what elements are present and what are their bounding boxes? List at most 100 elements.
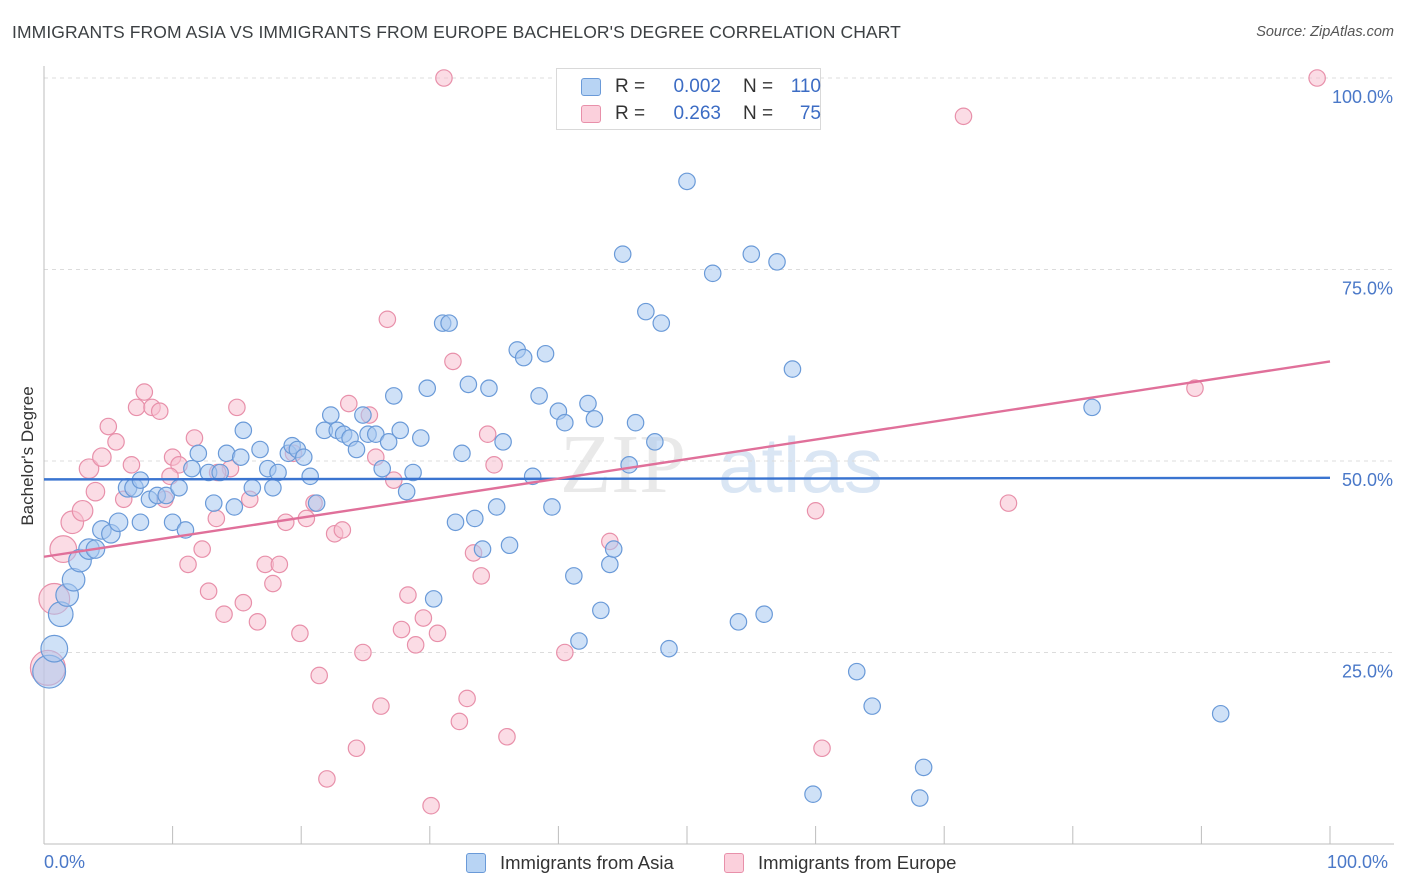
europe-point: [248, 613, 267, 631]
y-tick-label: 50.0%: [1342, 470, 1393, 490]
asia-point: [231, 448, 250, 466]
asia-point: [163, 513, 182, 532]
asia-point: [703, 264, 722, 283]
europe-point: [392, 620, 411, 639]
asia-trend-line: [43, 476, 1331, 481]
europe-point: [378, 310, 397, 329]
asia-point: [391, 421, 410, 440]
asia-point: [646, 433, 664, 451]
europe-point: [127, 398, 146, 417]
asia-point: [847, 662, 866, 681]
europe-point: [954, 107, 973, 126]
asia-point: [626, 413, 645, 432]
europe-trend-line: [43, 360, 1331, 558]
europe-point: [199, 582, 218, 601]
europe-point: [1308, 69, 1326, 87]
europe-point: [107, 433, 125, 451]
asia-point: [742, 245, 761, 263]
legend-swatch-asia: [581, 78, 601, 96]
legend-n-label: N =: [743, 103, 774, 124]
europe-point: [347, 739, 366, 758]
asia-point: [473, 540, 492, 558]
legend-row-asia: R = 0.002 N = 110: [581, 76, 821, 98]
europe-point: [444, 352, 462, 371]
europe-point: [215, 605, 233, 623]
series-legend: Immigrants from Asia Immigrants from Eur…: [0, 852, 1406, 878]
europe-point: [450, 712, 469, 731]
asia-point: [678, 172, 696, 191]
asia-point: [183, 459, 201, 478]
asia-point: [234, 421, 253, 440]
europe-point: [291, 624, 309, 643]
asia-point: [556, 413, 574, 432]
legend-r-label: R =: [615, 76, 646, 97]
asia-point: [487, 498, 506, 516]
legend-r-value: 0.263: [673, 103, 721, 124]
asia-point: [243, 479, 262, 497]
europe-point: [310, 666, 329, 685]
correlation-legend: R = 0.002 N = 110 R = 0.263 N = 75: [556, 68, 821, 130]
asia-point: [1083, 398, 1101, 417]
trend-lines: [43, 360, 1331, 558]
europe-point: [406, 636, 425, 654]
watermark: ZIP atlas: [560, 418, 883, 511]
asia-point: [914, 758, 933, 777]
europe-point: [372, 697, 390, 715]
legend-label-asia: Immigrants from Asia: [500, 852, 674, 873]
asia-point: [301, 467, 320, 486]
asia-point: [1211, 704, 1230, 723]
asia-point: [660, 639, 678, 658]
asia-point: [585, 410, 604, 428]
asia-point: [354, 406, 372, 424]
grid-lines: [44, 77, 1394, 653]
europe-point: [270, 555, 289, 574]
asia-point: [440, 314, 458, 332]
legend-swatch-europe: [581, 105, 601, 123]
asia-point: [424, 590, 443, 608]
europe-point: [485, 456, 503, 474]
asia-point: [264, 479, 282, 497]
europe-point: [318, 770, 336, 788]
asia-point: [755, 605, 773, 623]
legend-n-label: N =: [743, 76, 774, 97]
asia-point: [565, 567, 583, 585]
asia-point: [373, 459, 392, 478]
asia-point: [637, 302, 655, 321]
asia-point: [384, 387, 403, 405]
asia-point: [397, 482, 416, 501]
asia-point: [768, 253, 786, 271]
asia-point: [366, 425, 385, 443]
asia-point: [523, 467, 542, 486]
asia-point: [592, 601, 610, 620]
legend-n-value: 110: [790, 76, 821, 97]
asia-point: [108, 512, 129, 533]
asia-point: [466, 509, 484, 528]
asia-point: [783, 360, 802, 378]
europe-point: [354, 643, 372, 662]
europe-point: [92, 447, 112, 467]
asia-point: [514, 348, 533, 367]
europe-point: [999, 494, 1018, 512]
europe-point: [414, 609, 433, 627]
europe-point: [193, 540, 211, 558]
europe-point: [498, 727, 516, 746]
legend-n-value: 75: [799, 103, 821, 124]
europe-point: [122, 456, 141, 474]
legend-r-value: 0.002: [673, 76, 721, 97]
asia-point: [211, 463, 229, 482]
europe-point: [135, 383, 154, 401]
asia-point: [379, 433, 398, 451]
europe-point: [85, 481, 106, 502]
asia-point: [446, 513, 465, 532]
europe-point: [179, 555, 197, 574]
asia-point: [347, 440, 366, 459]
asia-point: [500, 536, 519, 555]
y-tick-labels: 25.0% 50.0% 75.0% 100.0%: [1332, 87, 1393, 682]
source-label: Source: ZipAtlas.com: [1256, 24, 1394, 40]
x-axis-max-label: 100.0%: [1327, 852, 1389, 872]
legend-item-europe[interactable]: Immigrants from Europe: [724, 852, 956, 874]
asia-point: [269, 463, 287, 482]
europe-point: [71, 499, 94, 522]
asia-point: [189, 444, 208, 463]
legend-item-asia[interactable]: Immigrants from Asia: [466, 852, 674, 874]
